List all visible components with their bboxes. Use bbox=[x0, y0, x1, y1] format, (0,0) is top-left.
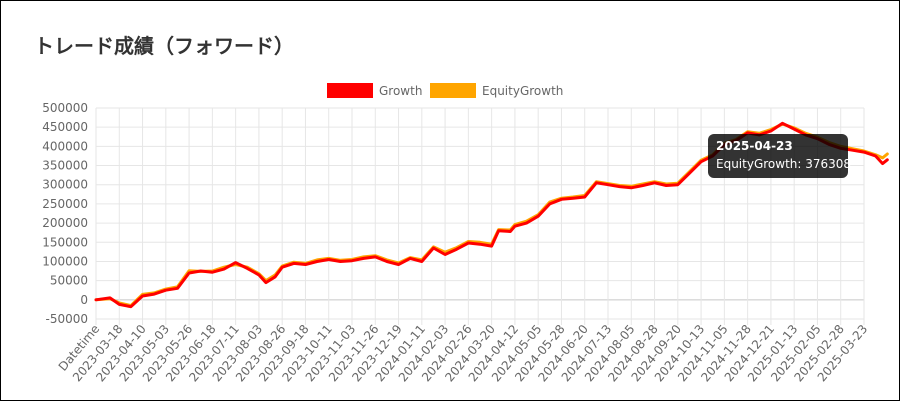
legend-label-growth[interactable]: Growth bbox=[379, 84, 422, 98]
y-tick-label: 300000 bbox=[42, 178, 88, 192]
y-tick-label: 350000 bbox=[42, 159, 88, 173]
y-axis: 5000004500004000003500003000002500002000… bbox=[42, 101, 88, 326]
y-tick-label: 200000 bbox=[42, 216, 88, 230]
y-tick-label: 0 bbox=[80, 293, 88, 307]
y-tick-label: 250000 bbox=[42, 197, 88, 211]
y-tick-label: -50000 bbox=[45, 312, 88, 326]
legend-swatch-growth[interactable] bbox=[327, 83, 373, 98]
y-tick-label: 150000 bbox=[42, 235, 88, 249]
tooltip: 2025-04-23 EquityGrowth: 376308 bbox=[708, 134, 851, 178]
y-tick-label: 50000 bbox=[50, 274, 88, 288]
tooltip-box bbox=[708, 134, 848, 178]
legend-label-equitygrowth[interactable]: EquityGrowth bbox=[482, 84, 563, 98]
grid bbox=[95, 107, 865, 325]
tooltip-title: 2025-04-23 bbox=[716, 139, 793, 153]
y-tick-label: 100000 bbox=[42, 254, 88, 268]
tooltip-label: EquityGrowth: 376308 bbox=[716, 157, 851, 171]
legend-swatch-equitygrowth[interactable] bbox=[430, 83, 476, 98]
y-tick-label: 400000 bbox=[42, 139, 88, 153]
x-axis: Datetime2023-03-182023-04-102023-05-0320… bbox=[56, 322, 871, 384]
y-tick-label: 450000 bbox=[42, 120, 88, 134]
legend[interactable]: Growth EquityGrowth bbox=[327, 83, 563, 98]
page-title: トレード成績（フォワード） bbox=[34, 34, 294, 58]
y-tick-label: 500000 bbox=[42, 101, 88, 115]
